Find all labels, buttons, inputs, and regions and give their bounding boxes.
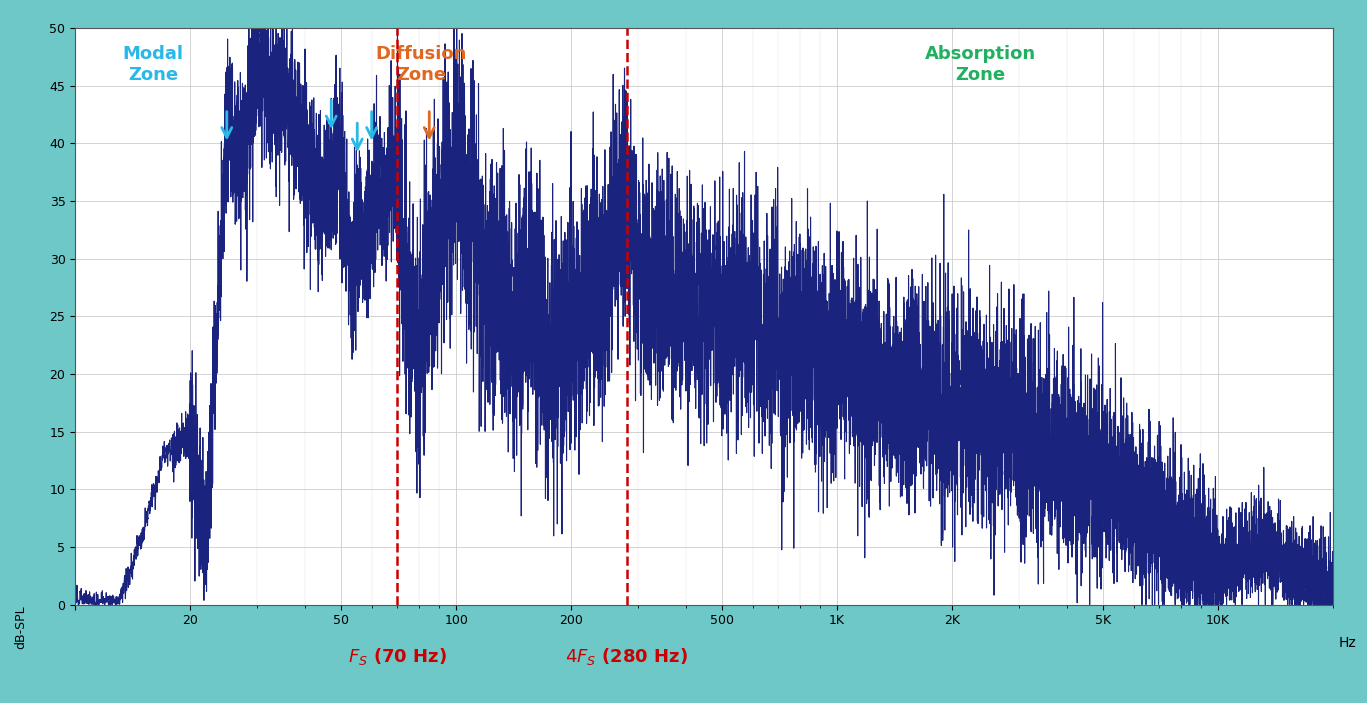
- X-axis label: Hz: Hz: [1340, 636, 1357, 650]
- Text: Modal
Zone: Modal Zone: [123, 46, 183, 84]
- Text: Absorption
Zone: Absorption Zone: [925, 46, 1036, 84]
- Text: $\mathit{F_S}$ (70 Hz): $\mathit{F_S}$ (70 Hz): [347, 646, 447, 667]
- Y-axis label: dB-SPL: dB-SPL: [15, 606, 27, 650]
- Text: $\mathit{4F_S}$ (280 Hz): $\mathit{4F_S}$ (280 Hz): [565, 646, 688, 667]
- Text: Diffusion
Zone: Diffusion Zone: [376, 46, 466, 84]
